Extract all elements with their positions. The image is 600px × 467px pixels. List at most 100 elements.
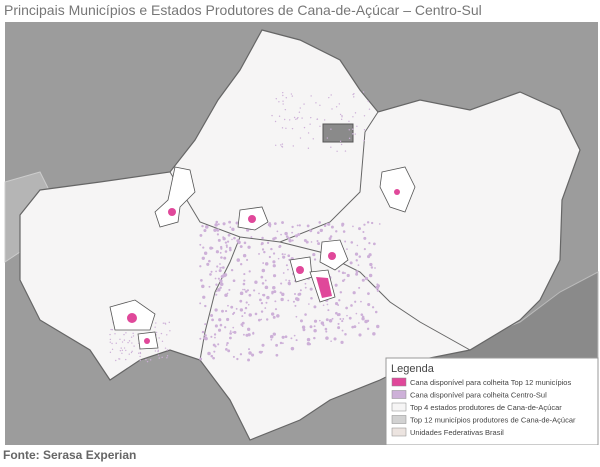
cane-dot bbox=[139, 355, 141, 358]
cane-dot bbox=[325, 330, 328, 333]
cane-dot bbox=[282, 100, 284, 102]
cane-dot bbox=[219, 267, 222, 269]
cane-dot bbox=[157, 349, 159, 352]
cane-dot bbox=[254, 312, 258, 316]
cane-dot bbox=[282, 103, 284, 105]
cane-dot bbox=[221, 309, 224, 313]
cane-dot bbox=[262, 293, 266, 297]
cane-dot bbox=[327, 222, 331, 226]
cane-dot bbox=[335, 311, 338, 315]
cane-dot bbox=[272, 315, 276, 319]
cane-dot bbox=[201, 256, 205, 260]
source: Fonte: Serasa Experian bbox=[3, 448, 137, 462]
cane-dot bbox=[372, 332, 376, 336]
cane-dot bbox=[219, 251, 222, 254]
cane-dot bbox=[313, 336, 316, 340]
cane-dot bbox=[257, 318, 261, 322]
cane-dot bbox=[351, 325, 355, 329]
cane-dot bbox=[139, 351, 142, 354]
cane-dot bbox=[204, 336, 208, 341]
cane-dot bbox=[264, 307, 267, 309]
cane-dot bbox=[242, 282, 246, 286]
cane-dot bbox=[158, 357, 161, 359]
cane-dot bbox=[376, 289, 380, 292]
cane-dot bbox=[313, 258, 317, 261]
cane-dot bbox=[217, 328, 222, 332]
cane-dot bbox=[248, 348, 251, 351]
cane-dot bbox=[248, 351, 252, 355]
cane-dot bbox=[362, 230, 365, 233]
cane-dot bbox=[291, 239, 294, 242]
cane-dot bbox=[313, 319, 318, 323]
cane-dot bbox=[265, 301, 268, 304]
cane-dot bbox=[248, 313, 252, 317]
cane-dot bbox=[123, 339, 126, 341]
cane-dot bbox=[247, 303, 250, 306]
cane-dot bbox=[351, 128, 354, 130]
cane-dot bbox=[291, 231, 294, 234]
cane-dot bbox=[149, 359, 152, 361]
cane-dot bbox=[341, 320, 344, 323]
cane-dot bbox=[272, 260, 276, 264]
cane-dot bbox=[265, 318, 269, 321]
legend-swatch bbox=[391, 402, 407, 412]
cane-dot bbox=[358, 227, 361, 231]
cane-dot bbox=[213, 228, 217, 232]
cane-dot bbox=[350, 241, 354, 244]
cane-dot bbox=[121, 352, 123, 354]
cane-dot bbox=[292, 145, 294, 147]
cane-dot bbox=[319, 319, 321, 322]
cane-dot bbox=[130, 351, 133, 354]
cane-dot bbox=[216, 233, 220, 236]
cane-dot bbox=[297, 116, 299, 119]
cane-dot bbox=[226, 240, 230, 243]
cane-dot bbox=[262, 262, 265, 264]
cane-dot bbox=[281, 342, 284, 345]
cane-dot bbox=[296, 297, 300, 302]
cane-dot bbox=[294, 234, 299, 238]
cane-dot bbox=[245, 301, 248, 304]
cane-dot bbox=[250, 236, 253, 239]
cane-dot bbox=[296, 224, 299, 227]
cane-dot bbox=[309, 229, 313, 233]
cane-dot bbox=[125, 358, 127, 361]
cane-dot bbox=[293, 292, 296, 295]
cane-dot bbox=[230, 268, 234, 272]
cane-dot bbox=[310, 116, 312, 119]
cane-dot bbox=[225, 245, 228, 248]
cane-dot bbox=[260, 243, 263, 246]
cane-dot bbox=[239, 299, 243, 303]
cane-dot bbox=[355, 270, 359, 274]
cane-dot bbox=[271, 290, 275, 294]
cane-dot bbox=[244, 254, 247, 257]
cane-dot bbox=[272, 252, 276, 255]
cane-dot bbox=[246, 228, 250, 232]
cane-dot bbox=[360, 313, 364, 316]
cane-dot bbox=[292, 300, 295, 303]
cane-dot bbox=[279, 291, 282, 294]
cane-dot bbox=[217, 343, 220, 346]
cane-dot bbox=[232, 229, 235, 232]
cane-dot bbox=[145, 358, 147, 361]
cane-dot bbox=[284, 231, 288, 236]
legend-label: Unidades Federativas Brasil bbox=[410, 428, 504, 437]
cane-spot bbox=[168, 208, 176, 216]
cane-dot bbox=[357, 264, 360, 267]
cane-dot bbox=[161, 356, 163, 359]
cane-dot bbox=[225, 244, 228, 247]
cane-spot bbox=[248, 215, 256, 223]
cane-dot bbox=[260, 310, 264, 313]
cane-dot bbox=[212, 356, 215, 360]
cane-dot bbox=[310, 296, 313, 300]
cane-dot bbox=[341, 222, 345, 226]
cane-dot bbox=[201, 284, 205, 289]
cane-dot bbox=[278, 245, 281, 249]
cane-dot bbox=[317, 242, 321, 246]
cane-dot bbox=[220, 256, 223, 259]
cane-dot bbox=[157, 350, 159, 353]
cane-dot bbox=[128, 340, 131, 342]
cane-dot bbox=[121, 341, 124, 343]
cane-dot bbox=[243, 311, 246, 315]
cane-dot bbox=[355, 272, 359, 276]
cane-dot bbox=[217, 288, 221, 292]
